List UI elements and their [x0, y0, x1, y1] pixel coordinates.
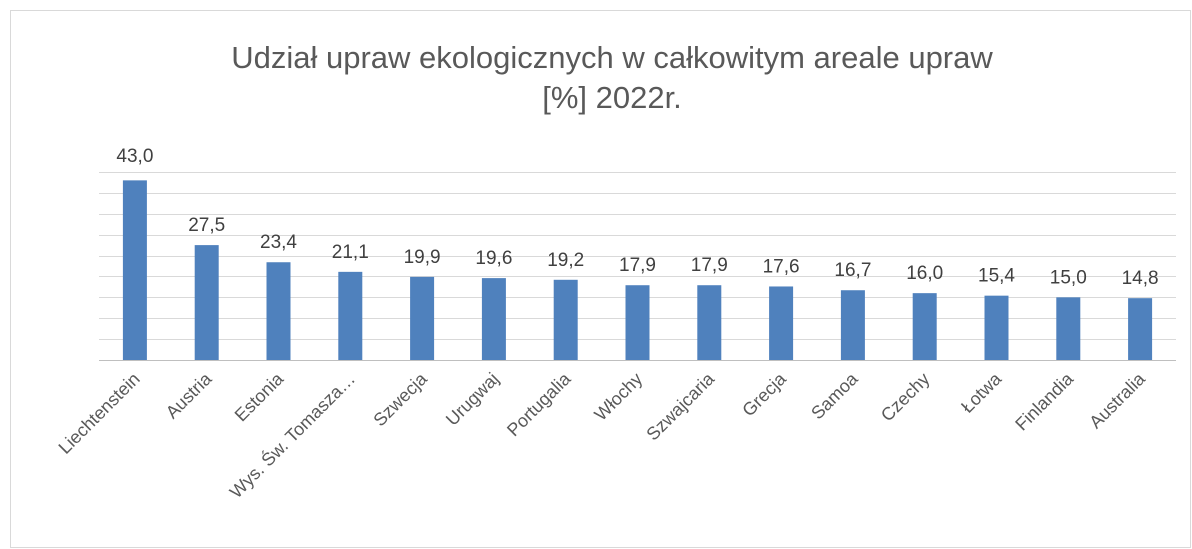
bar — [840, 290, 865, 360]
data-label: 23,4 — [260, 232, 297, 253]
chart-title: [%] 2022r. — [542, 80, 682, 115]
data-label: 19,2 — [547, 250, 584, 271]
data-label: 16,0 — [906, 263, 943, 284]
bar — [410, 276, 435, 360]
bar — [1128, 298, 1153, 360]
data-label: 17,9 — [619, 255, 656, 276]
bar — [194, 245, 219, 360]
data-label: 19,9 — [404, 247, 441, 268]
data-label: 19,6 — [475, 248, 512, 269]
bar — [266, 262, 291, 360]
bar — [1056, 297, 1081, 360]
data-label: 17,6 — [763, 256, 800, 277]
bar — [625, 285, 650, 360]
data-label: 16,7 — [834, 260, 871, 281]
bar — [984, 295, 1009, 360]
data-label: 27,5 — [188, 215, 225, 236]
data-label: 43,0 — [116, 146, 153, 167]
data-label: 17,9 — [691, 255, 728, 276]
bar — [481, 278, 506, 360]
data-label: 14,8 — [1122, 268, 1159, 289]
data-label: 21,1 — [332, 242, 369, 263]
data-label: 15,0 — [1050, 267, 1087, 288]
bar — [697, 285, 722, 360]
chart-title: Udział upraw ekologicznych w całkowitym … — [231, 40, 993, 75]
bar — [122, 180, 147, 360]
bar — [338, 271, 363, 360]
bar — [912, 293, 937, 360]
bar — [553, 279, 578, 360]
data-label: 15,4 — [978, 266, 1015, 287]
bar — [769, 286, 794, 360]
